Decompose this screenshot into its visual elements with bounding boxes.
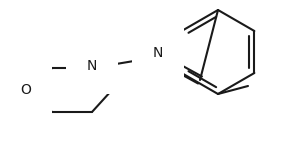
Text: N: N xyxy=(153,46,163,60)
Text: N: N xyxy=(87,59,97,73)
Text: O: O xyxy=(21,83,32,97)
